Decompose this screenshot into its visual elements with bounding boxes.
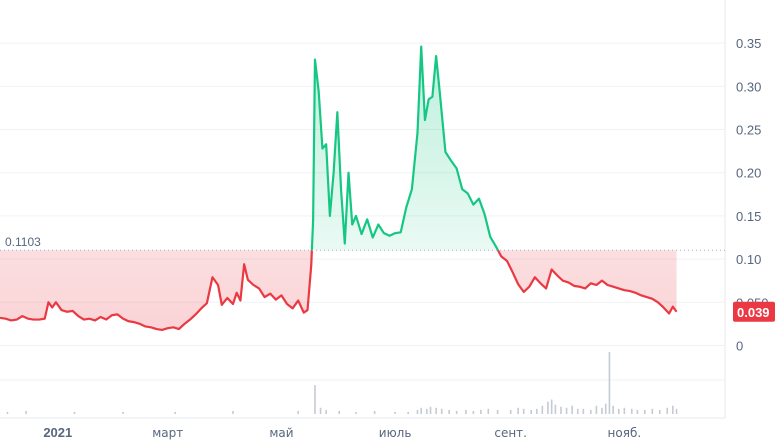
- volume-bar: [550, 399, 553, 414]
- volume-bar: [672, 405, 674, 414]
- reference-label: 0.1103: [5, 235, 41, 249]
- volume-bars: [6, 352, 678, 414]
- x-axis: 2021 март май июль сент. нояб.: [43, 425, 641, 440]
- volume-bar: [416, 409, 419, 414]
- volume-bar: [487, 408, 490, 414]
- volume-bar: [604, 403, 607, 414]
- volume-bar: [547, 401, 549, 414]
- reference-line: 0.1103: [0, 234, 725, 251]
- volume-bar: [601, 407, 603, 414]
- volume-bar: [25, 410, 27, 414]
- grid-lines: [0, 0, 726, 419]
- volume-bar: [325, 409, 327, 414]
- volume-bar: [576, 408, 579, 414]
- y-tick-label: 0.25: [736, 123, 761, 138]
- volume-bar: [420, 407, 423, 414]
- y-tick-label: 0.20: [736, 166, 761, 181]
- volume-bar: [651, 408, 654, 414]
- volume-bar: [394, 411, 396, 414]
- volume-bar: [314, 385, 316, 414]
- volume-bar: [582, 408, 585, 414]
- volume-bar: [472, 410, 475, 414]
- volume-bar: [425, 408, 428, 414]
- volume-bar: [608, 352, 611, 414]
- volume-bar: [666, 407, 669, 414]
- volume-bar: [636, 409, 639, 414]
- volume-bar: [595, 405, 598, 414]
- volume-bar: [373, 410, 376, 414]
- volume-bar: [554, 404, 557, 414]
- volume-bar: [623, 407, 626, 414]
- volume-bar: [560, 406, 562, 414]
- volume-bar: [617, 408, 620, 414]
- volume-bar: [571, 405, 573, 414]
- x-tick-label: сент.: [494, 426, 527, 440]
- volume-bar: [644, 409, 646, 414]
- y-tick-label: 0.35: [736, 36, 761, 51]
- reference-label-bg: [0, 234, 52, 249]
- volume-bar: [522, 408, 525, 414]
- volume-bar: [517, 407, 519, 414]
- volume-bar: [355, 411, 357, 414]
- volume-bar: [122, 411, 124, 414]
- volume-bar: [440, 408, 443, 414]
- volume-bar: [541, 405, 544, 414]
- volume-bar: [535, 408, 538, 414]
- volume-bar: [448, 409, 450, 414]
- y-tick-label: 0.30: [736, 79, 761, 94]
- x-tick-label: нояб.: [608, 426, 642, 440]
- x-tick-label: май: [269, 426, 293, 440]
- volume-bar: [435, 407, 437, 414]
- x-tick-label: июль: [379, 426, 412, 440]
- volume-bar: [480, 409, 482, 414]
- area-above-reference: [311, 46, 498, 251]
- y-tick-label: 0.15: [736, 209, 761, 224]
- volume-bar: [429, 406, 432, 414]
- y-tick-label: 0.10: [736, 252, 761, 267]
- x-tick-label: 2021: [43, 425, 72, 440]
- volume-bar: [631, 408, 633, 414]
- volume-bar: [319, 407, 322, 414]
- volume-bar: [530, 409, 532, 414]
- series-line-above: [310, 45, 500, 251]
- volume-bar: [232, 410, 234, 414]
- volume-bar: [6, 411, 9, 414]
- price-area: [0, 46, 677, 330]
- last-price-label: 0.039: [737, 305, 770, 320]
- area-below-reference: [0, 250, 677, 330]
- x-tick-label: март: [152, 426, 183, 440]
- last-price-badge-bg: [733, 301, 775, 322]
- volume-bar: [612, 405, 614, 414]
- volume-bar: [455, 410, 458, 414]
- volume-bar: [73, 411, 76, 414]
- volume-bar: [496, 409, 499, 414]
- volume-bar: [590, 409, 592, 414]
- volume-bar: [174, 411, 176, 414]
- y-axis: 0.350.300.250.200.150.100.0500: [736, 36, 769, 353]
- volume-bar: [465, 409, 467, 414]
- volume-bar: [407, 411, 409, 414]
- volume-bar: [338, 410, 341, 414]
- volume-bar: [658, 409, 661, 414]
- y-tick-label: 0: [736, 338, 743, 353]
- volume-bar: [675, 408, 678, 414]
- series-line-below: [0, 250, 678, 332]
- volume-bar: [565, 407, 568, 414]
- volume-bar: [297, 410, 300, 414]
- price-line: [0, 45, 678, 332]
- last-price-badge: 0.039: [733, 301, 775, 322]
- volume-bar: [509, 409, 512, 414]
